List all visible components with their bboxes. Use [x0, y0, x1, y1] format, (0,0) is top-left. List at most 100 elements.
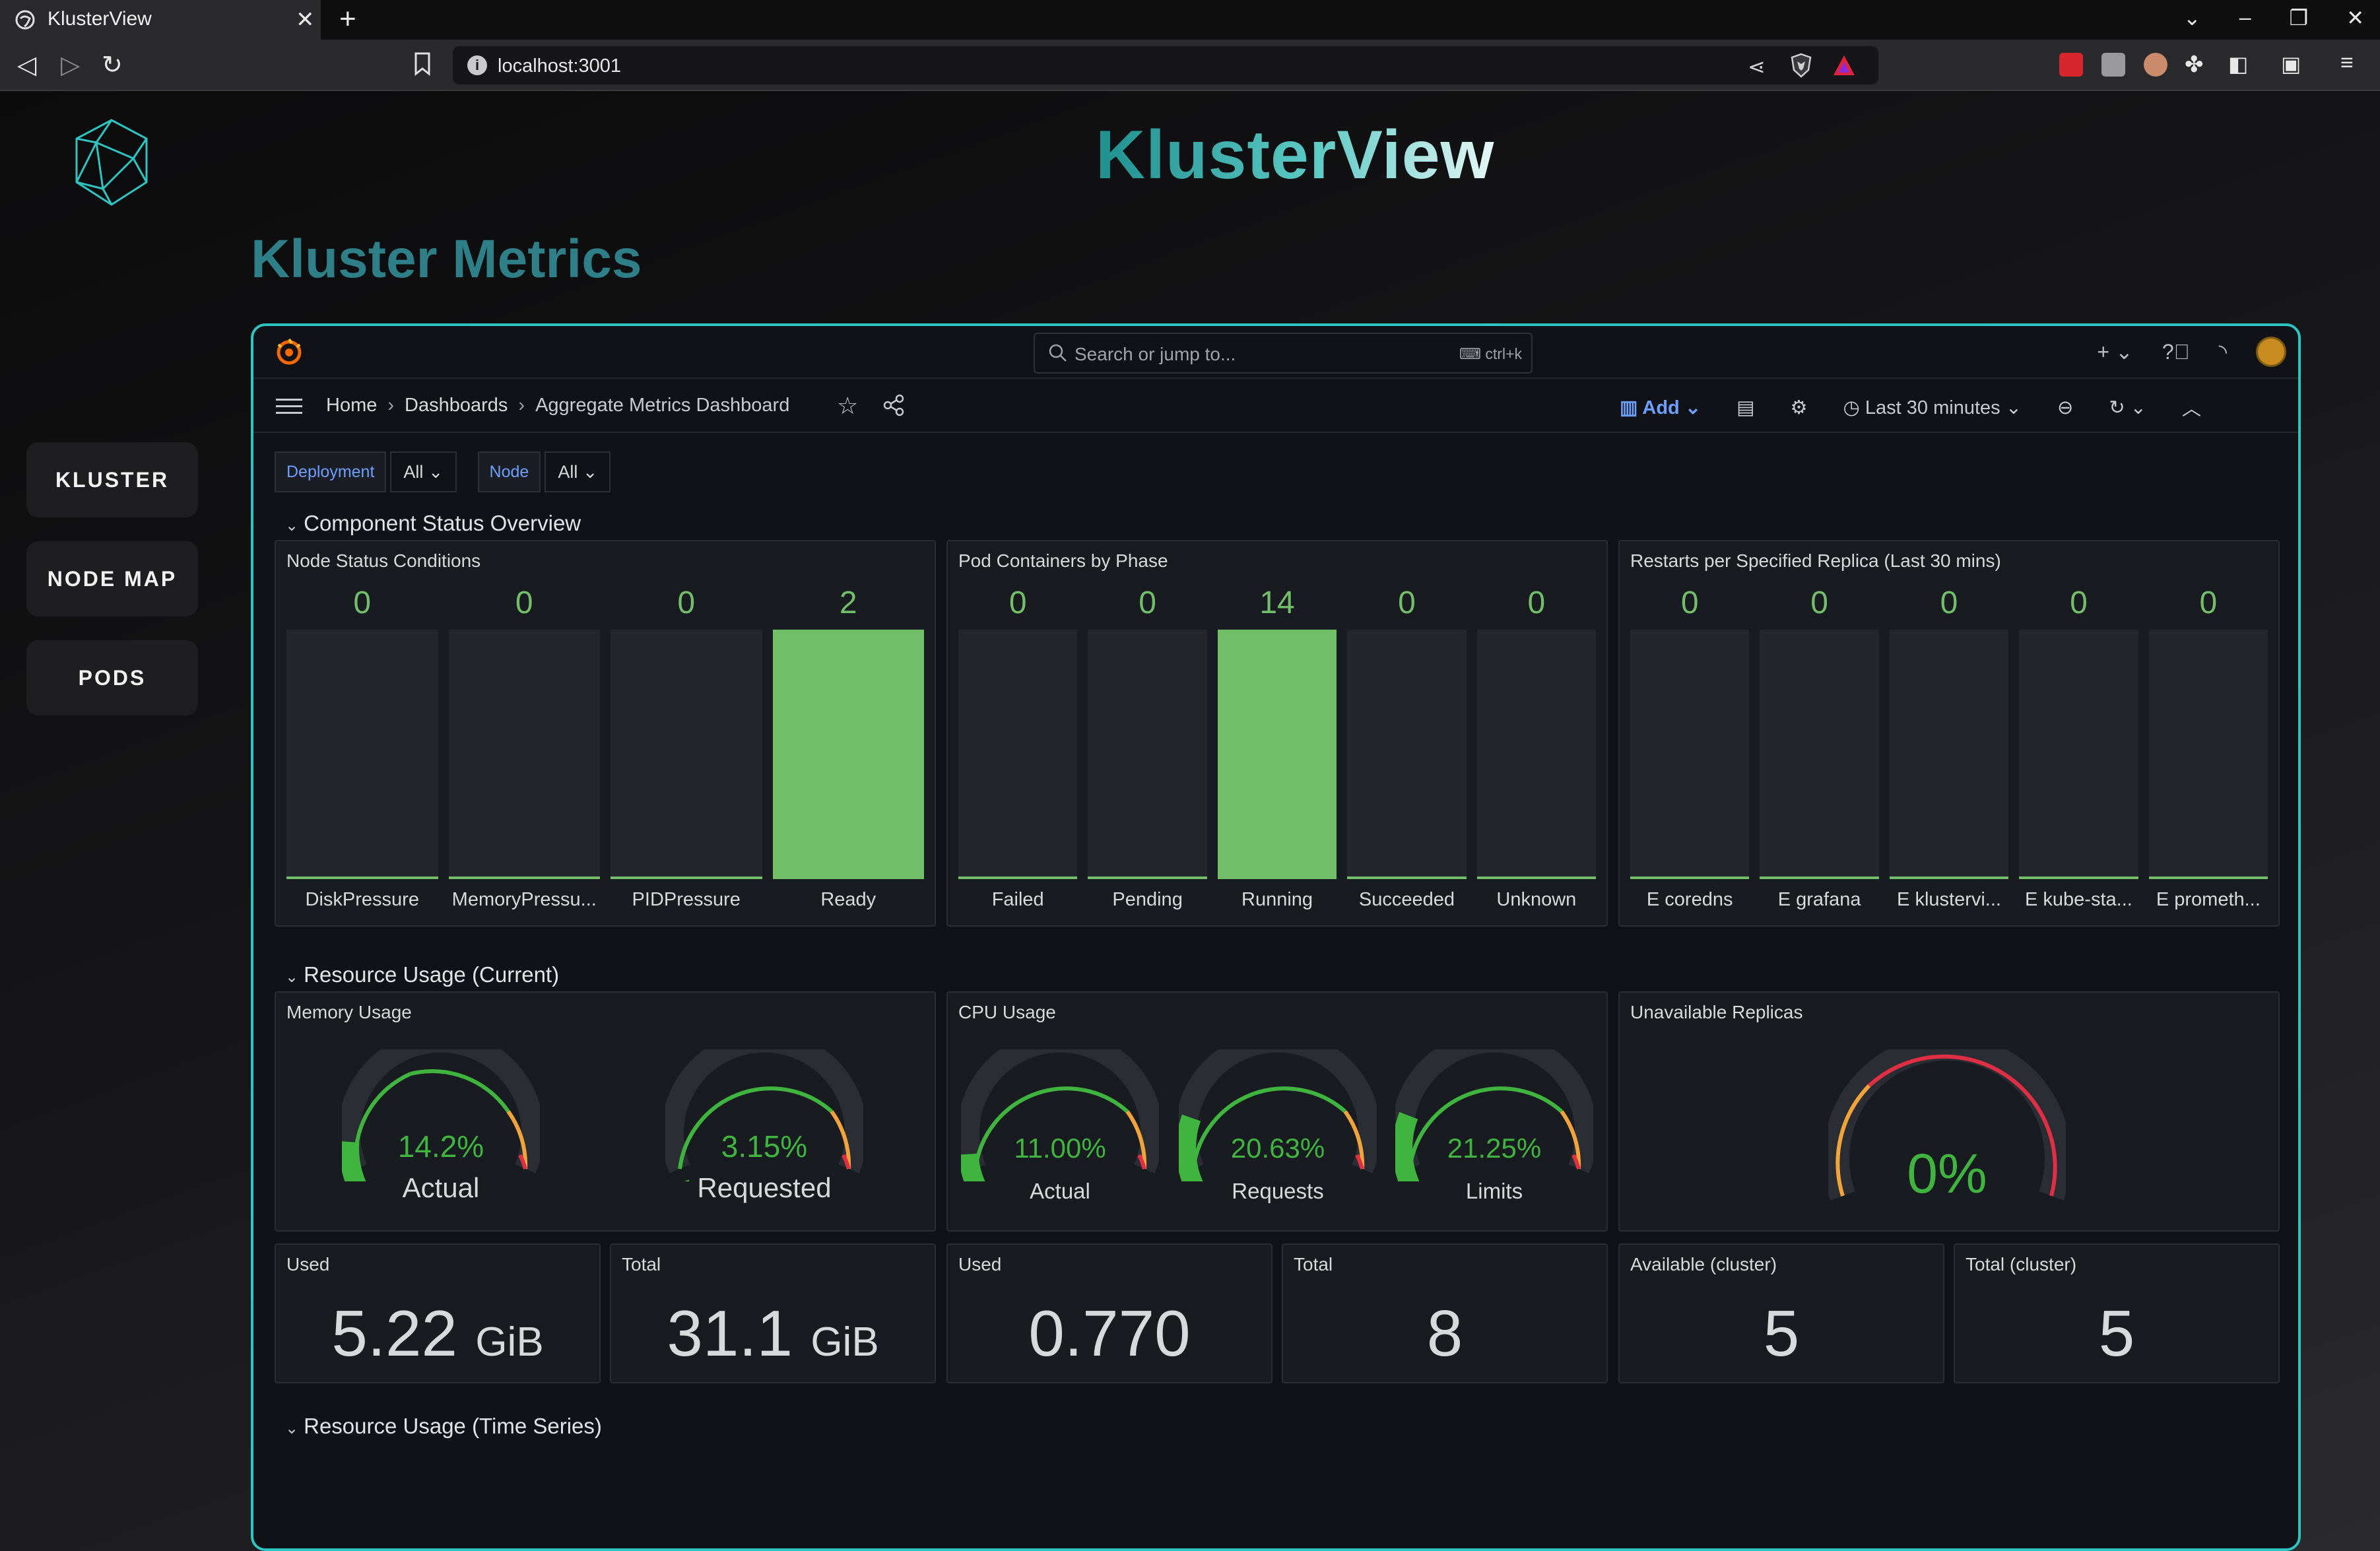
row-component-status[interactable]: ⌄ Component Status Overview: [285, 511, 581, 535]
back-icon[interactable]: ◁: [17, 51, 37, 79]
refresh-icon[interactable]: ↻ ⌄: [2109, 397, 2146, 418]
bar-value: 0: [1940, 585, 1958, 620]
kluster-logo-icon[interactable]: [69, 116, 154, 209]
brave-shield-icon[interactable]: [1790, 53, 1812, 78]
breadcrumb-dashboards[interactable]: Dashboards: [405, 395, 508, 416]
bar-gauge[interactable]: 0 Unknown: [1476, 585, 1597, 917]
menu-icon[interactable]: ≡: [2340, 50, 2354, 75]
row-resource-timeseries[interactable]: ⌄ Resource Usage (Time Series): [285, 1414, 602, 1438]
gauge-memory-requested[interactable]: 3.15% Requested: [665, 1049, 863, 1221]
bar-gauge[interactable]: 0 E prometh...: [2148, 585, 2268, 917]
bar-gauge[interactable]: 0 E coredns: [1630, 585, 1750, 917]
stat-available-cluster[interactable]: Available (cluster) 5: [1618, 1243, 1944, 1383]
grafana-search-input[interactable]: Search or jump to... ⌨ ctrl+k: [1034, 333, 1533, 374]
stat-memory-used[interactable]: Used 5.22 GiB: [275, 1243, 601, 1383]
bar-label: E grafana: [1777, 889, 1861, 910]
sidebar-toggle-icon[interactable]: ◧: [2228, 52, 2249, 76]
share-icon[interactable]: ⋖: [1748, 55, 1766, 79]
user-avatar[interactable]: [2256, 337, 2286, 367]
new-tab-icon[interactable]: +: [339, 3, 356, 35]
bar-value: 0: [1008, 585, 1027, 620]
bar-label: E kube-sta...: [2025, 889, 2132, 910]
stat-cpu-total[interactable]: Total 8: [1282, 1243, 1608, 1383]
url-text: localhost:3001: [498, 55, 622, 77]
side-nav: KLUSTER NODE MAP PODS: [26, 442, 198, 739]
tab-title: KlusterView: [48, 8, 152, 30]
stat-value: 5.22 GiB: [331, 1297, 544, 1370]
bar-gauge[interactable]: 0 Succeeded: [1347, 585, 1467, 917]
time-range-picker[interactable]: ◷ Last 30 minutes ⌄: [1843, 397, 2022, 418]
wallet-icon[interactable]: ▣: [2281, 52, 2301, 76]
gauge-cpu-requests[interactable]: 20.63% Requests: [1179, 1049, 1377, 1221]
bar-track: [286, 630, 438, 879]
gauge-label: Actual: [1030, 1179, 1090, 1203]
news-feed-icon[interactable]: ◝: [2218, 340, 2227, 364]
gauge-cpu-limits[interactable]: 21.25% Limits: [1395, 1049, 1593, 1221]
bar-gauge[interactable]: 0 E kube-sta...: [2019, 585, 2138, 917]
bar-gauge[interactable]: 0 MemoryPressu...: [448, 585, 600, 917]
forward-icon[interactable]: ▷: [61, 51, 81, 79]
panel-pod-phase: Pod Containers by Phase 0 Failed 0 Pending…: [946, 540, 1608, 927]
bookmark-icon[interactable]: [413, 51, 432, 77]
stat-cpu-used[interactable]: Used 0.770: [946, 1243, 1273, 1383]
stat-memory-total[interactable]: Total 31.1 GiB: [610, 1243, 936, 1383]
hamburger-menu-icon[interactable]: [276, 396, 302, 417]
browser-tab[interactable]: KlusterView ✕: [0, 0, 321, 40]
bar-track: [1760, 630, 1879, 879]
tab-list-icon[interactable]: ⌄: [2183, 6, 2201, 30]
bar-gauge[interactable]: 0 PIDPressure: [611, 585, 762, 917]
bar-gauge[interactable]: 2 Ready: [772, 585, 924, 917]
new-plus-icon[interactable]: + ⌄: [2097, 340, 2133, 364]
share-dashboard-icon[interactable]: [882, 393, 906, 417]
stat-title: Total: [622, 1254, 661, 1274]
bar-gauge-group: 0 Failed 0 Pending 14 Running 0 Succeeded 0 U…: [958, 585, 1597, 917]
reload-icon[interactable]: ↻: [102, 51, 123, 79]
bar-label: Unknown: [1496, 889, 1577, 910]
address-bar[interactable]: i localhost:3001 ⋖: [453, 46, 1878, 84]
help-icon[interactable]: ?⃝: [2162, 339, 2190, 364]
close-window-icon[interactable]: ✕: [2346, 6, 2364, 30]
bar-gauge[interactable]: 0 Failed: [958, 585, 1078, 917]
bar-gauge[interactable]: 0 E grafana: [1760, 585, 1879, 917]
nav-pods-button[interactable]: PODS: [26, 640, 198, 715]
extension-l-icon[interactable]: [2101, 53, 2125, 77]
panel-restarts: Restarts per Specified Replica (Last 30 …: [1618, 540, 2280, 927]
dashboard-settings-icon[interactable]: ⚙: [1790, 397, 1808, 418]
gauge-memory-actual[interactable]: 14.2% Actual: [342, 1049, 540, 1221]
extension-icon[interactable]: [2059, 53, 2083, 77]
row-resource-current[interactable]: ⌄ Resource Usage (Current): [285, 962, 560, 987]
app-body: KlusterView Kluster Metrics KLUSTER NODE…: [0, 91, 2380, 1551]
collapse-chevron-icon[interactable]: ︿: [2181, 399, 2201, 420]
stat-total-cluster[interactable]: Total (cluster) 5: [1954, 1243, 2280, 1383]
variable-deployment-select[interactable]: All ⌄: [390, 451, 457, 492]
bar-label: MemoryPressu...: [451, 889, 597, 910]
gauge-arc: [1179, 1049, 1377, 1181]
extensions-puzzle-icon[interactable]: ✤: [2185, 52, 2204, 77]
grafana-logo-icon[interactable]: [275, 338, 304, 367]
bar-gauge[interactable]: 0 E klustervi...: [1889, 585, 2009, 917]
add-panel-button[interactable]: ▥ Add ⌄: [1620, 397, 1702, 418]
nav-kluster-button[interactable]: KLUSTER: [26, 442, 198, 517]
brave-rewards-icon[interactable]: [1832, 54, 1856, 77]
maximize-icon[interactable]: ❐: [2289, 6, 2309, 30]
gauge-unavailable[interactable]: 0%: [1828, 1049, 2066, 1221]
bar-gauge[interactable]: 14 Running: [1217, 585, 1337, 917]
bar-gauge[interactable]: 0 DiskPressure: [286, 585, 438, 917]
breadcrumb-home[interactable]: Home: [326, 395, 378, 416]
gauge-cpu-actual[interactable]: 11.00% Actual: [961, 1049, 1159, 1221]
nav-node-map-button[interactable]: NODE MAP: [26, 541, 198, 616]
minimize-icon[interactable]: –: [2239, 5, 2251, 29]
close-tab-icon[interactable]: ✕: [296, 7, 315, 32]
site-info-icon[interactable]: i: [467, 55, 487, 75]
variable-node-select[interactable]: All ⌄: [545, 451, 611, 492]
zoom-out-icon[interactable]: ⊖: [2057, 397, 2074, 418]
save-dashboard-icon[interactable]: ▤: [1736, 397, 1755, 418]
extension-avatar-icon[interactable]: [2144, 53, 2167, 77]
favorite-star-icon[interactable]: ☆: [837, 392, 859, 419]
chevron-right-icon: ›: [387, 395, 395, 416]
chevron-right-icon: ›: [518, 395, 525, 416]
bar-label: DiskPressure: [305, 889, 419, 910]
bar-gauge[interactable]: 0 Pending: [1088, 585, 1207, 917]
bar-label: E coredns: [1646, 889, 1733, 910]
bar-label: E klustervi...: [1897, 889, 2001, 910]
